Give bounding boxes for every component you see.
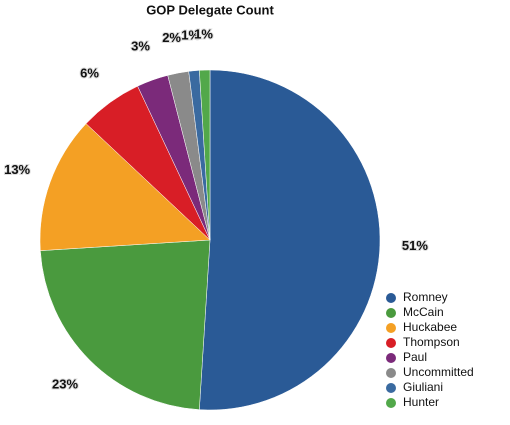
legend-label: Giuliani bbox=[403, 380, 443, 394]
pie-slice bbox=[199, 69, 381, 411]
data-label: 51% bbox=[402, 238, 428, 253]
legend-label: McCain bbox=[403, 305, 444, 319]
legend-label: Hunter bbox=[403, 395, 439, 409]
legend-marker bbox=[386, 368, 396, 378]
data-label: 23% bbox=[52, 376, 78, 391]
data-label: 6% bbox=[80, 66, 99, 81]
legend-marker bbox=[386, 308, 396, 318]
legend-marker bbox=[386, 338, 396, 348]
legend-marker bbox=[386, 383, 396, 393]
legend-marker bbox=[386, 293, 396, 303]
legend-label: Uncommitted bbox=[403, 365, 474, 379]
data-label: 3% bbox=[131, 39, 150, 54]
chart-title: GOP Delegate Count bbox=[146, 2, 274, 17]
legend-label: Huckabee bbox=[403, 320, 457, 334]
data-label: 13% bbox=[4, 162, 30, 177]
pie-slice bbox=[39, 123, 211, 251]
legend-label: Romney bbox=[403, 290, 448, 304]
data-label: 1% bbox=[194, 27, 213, 42]
legend-marker bbox=[386, 353, 396, 363]
legend-label: Paul bbox=[403, 350, 427, 364]
legend-marker bbox=[386, 398, 396, 408]
pie-slice bbox=[199, 69, 211, 241]
pie-slice bbox=[40, 239, 211, 410]
data-label: 1% bbox=[181, 27, 200, 42]
data-label: 2% bbox=[162, 30, 181, 45]
legend-marker bbox=[386, 323, 396, 333]
legend-label: Thompson bbox=[403, 335, 460, 349]
